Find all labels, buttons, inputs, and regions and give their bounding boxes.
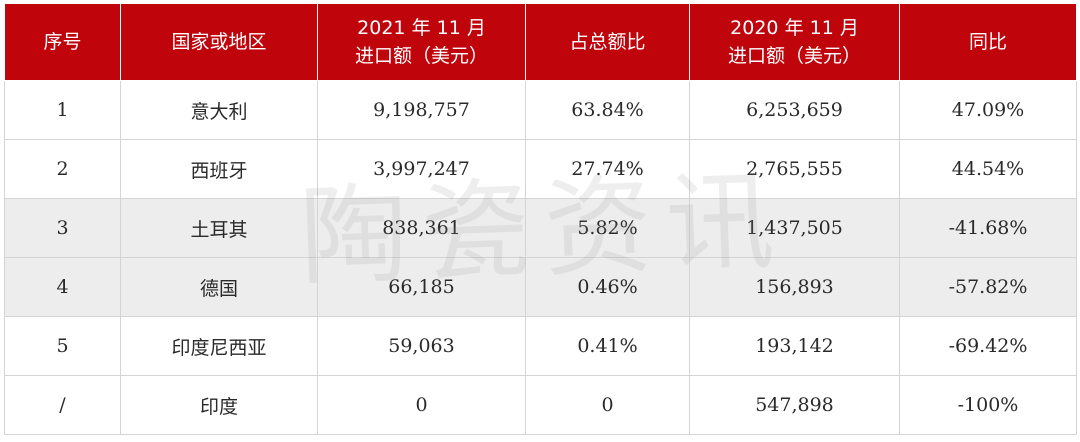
table-row: / 印度 0 0 547,898 -100% [4,375,1077,435]
cell-index: 4 [4,257,121,317]
cell-share: 0 [525,375,690,435]
cell-region: 西班牙 [120,139,318,199]
header-share: 占总额比 [525,3,690,81]
cell-import-2021: 0 [317,375,526,435]
cell-import-2020: 1,437,505 [689,198,900,258]
cell-share: 0.46% [525,257,690,317]
cell-share: 63.84% [525,80,690,140]
cell-region: 印度 [120,375,318,435]
cell-share: 27.74% [525,139,690,199]
cell-region: 印度尼西亚 [120,316,318,376]
cell-region: 德国 [120,257,318,317]
cell-share: 5.82% [525,198,690,258]
cell-index: 2 [4,139,121,199]
cell-index: / [4,375,121,435]
import-table: 序号 国家或地区 2021 年 11 月 进口额（美元） 占总额比 2020 年… [4,3,1077,435]
table-row: 1 意大利 9,198,757 63.84% 6,253,659 47.09% [4,80,1077,140]
cell-import-2021: 9,198,757 [317,80,526,140]
header-import-2021-line2: 进口额（美元） [354,45,488,67]
table-header-row: 序号 国家或地区 2021 年 11 月 进口额（美元） 占总额比 2020 年… [4,3,1077,81]
header-import-2020: 2020 年 11 月 进口额（美元） [689,3,900,81]
header-yoy: 同比 [899,3,1077,81]
cell-import-2021: 66,185 [317,257,526,317]
cell-index: 1 [4,80,121,140]
cell-yoy: -57.82% [899,257,1077,317]
header-import-2020-line2: 进口额（美元） [727,45,861,67]
cell-import-2020: 547,898 [689,375,900,435]
table-row: 3 土耳其 838,361 5.82% 1,437,505 -41.68% [4,198,1077,258]
header-region: 国家或地区 [120,3,318,81]
header-import-2021-line1: 2021 年 11 月 [357,17,486,39]
table-row: 2 西班牙 3,997,247 27.74% 2,765,555 44.54% [4,139,1077,199]
cell-import-2021: 59,063 [317,316,526,376]
cell-yoy: -41.68% [899,198,1077,258]
cell-index: 3 [4,198,121,258]
cell-share: 0.41% [525,316,690,376]
table-row: 4 德国 66,185 0.46% 156,893 -57.82% [4,257,1077,317]
cell-import-2020: 193,142 [689,316,900,376]
cell-region: 土耳其 [120,198,318,258]
cell-import-2020: 156,893 [689,257,900,317]
cell-import-2021: 838,361 [317,198,526,258]
cell-region: 意大利 [120,80,318,140]
table-row: 5 印度尼西亚 59,063 0.41% 193,142 -69.42% [4,316,1077,376]
import-table-container: 序号 国家或地区 2021 年 11 月 进口额（美元） 占总额比 2020 年… [4,3,1077,439]
cell-yoy: -100% [899,375,1077,435]
cell-yoy: 44.54% [899,139,1077,199]
cell-index: 5 [4,316,121,376]
header-import-2020-line1: 2020 年 11 月 [730,17,859,39]
header-import-2021: 2021 年 11 月 进口额（美元） [317,3,526,81]
cell-import-2020: 2,765,555 [689,139,900,199]
cell-yoy: -69.42% [899,316,1077,376]
header-index: 序号 [4,3,121,81]
cell-import-2021: 3,997,247 [317,139,526,199]
cell-import-2020: 6,253,659 [689,80,900,140]
cell-yoy: 47.09% [899,80,1077,140]
